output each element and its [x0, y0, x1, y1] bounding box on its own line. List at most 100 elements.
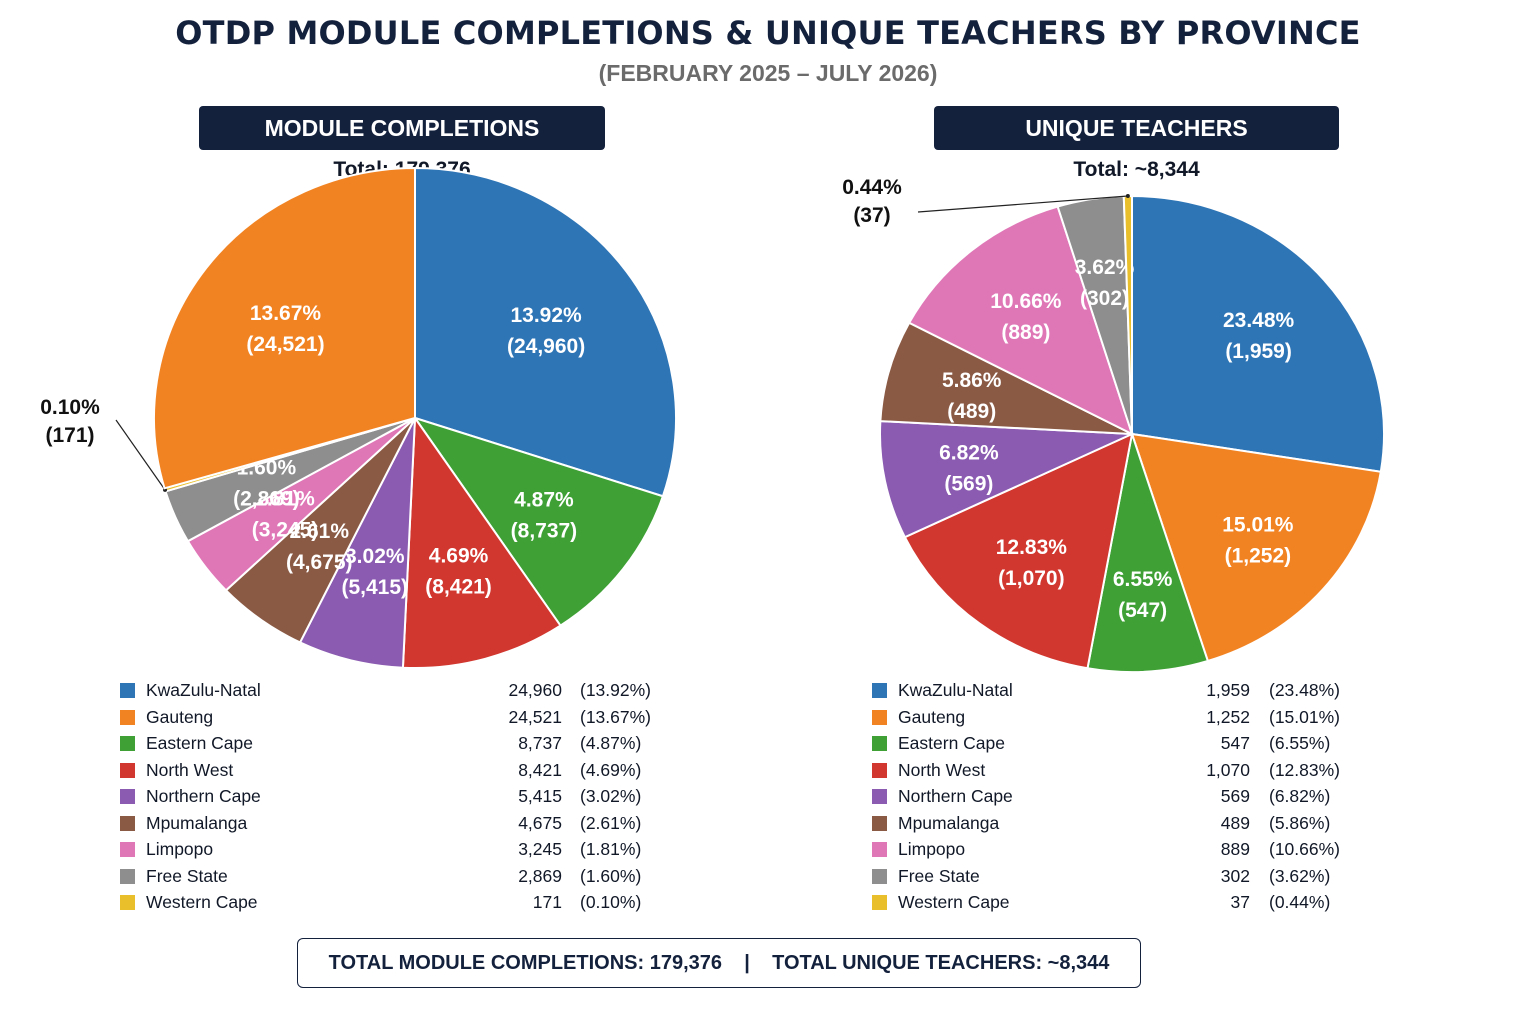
- legend-percent-eastern-cape: (4.87%): [580, 733, 642, 753]
- slice-value-label-gauteng: (24,521): [246, 333, 324, 356]
- legend-percent-gauteng: (15.01%): [1269, 706, 1341, 727]
- legend-swatch-kwazulu-natal: [872, 683, 887, 698]
- legend-percent-kwazulu-natal: (23.48%): [1269, 680, 1341, 700]
- legend-percent-gauteng: (13.67%): [580, 706, 652, 727]
- legend-value-eastern-cape: 8,737: [518, 733, 562, 753]
- legend-value-northern-cape: 5,415: [518, 786, 562, 806]
- legend-swatch-mpumalanga: [120, 815, 135, 831]
- legend-label-gauteng: Gauteng: [898, 706, 966, 727]
- slice-value-label-eastern-cape: (8,737): [511, 520, 578, 543]
- legend-swatch-north-west: [872, 762, 887, 778]
- legend-row-northern-cape: Northern Cape 5,415 (3.02%): [120, 784, 680, 811]
- legend-value-mpumalanga: 489: [1220, 812, 1250, 833]
- legend-swatch-north-west: [120, 762, 135, 778]
- legend-label-northern-cape: Northern Cape: [146, 786, 261, 806]
- legend-row-kwazulu-natal: KwaZulu-Natal 1,959 (23.48%): [872, 678, 1372, 705]
- legend-swatch-eastern-cape: [872, 736, 887, 751]
- legend-percent-northern-cape: (3.02%): [580, 786, 642, 806]
- legend-row-limpopo: Limpopo 3,245 (1.81%): [120, 837, 680, 864]
- legend-value-free-state: 2,869: [518, 865, 562, 886]
- legend-value-limpopo: 889: [1220, 839, 1250, 859]
- legend-row-north-west: North West 1,070 (12.83%): [872, 758, 1372, 785]
- legend-percent-northern-cape: (6.82%): [1269, 786, 1331, 806]
- legend-value-western-cape: 171: [532, 892, 562, 912]
- legend-label-kwazulu-natal: KwaZulu-Natal: [146, 680, 261, 700]
- legend-swatch-eastern-cape: [120, 736, 135, 751]
- legend-row-northern-cape: Northern Cape 569 (6.82%): [872, 784, 1372, 811]
- module-completions-header: MODULE COMPLETIONS: [199, 106, 605, 150]
- legend-swatch-limpopo: [120, 842, 135, 857]
- legend-row-kwazulu-natal: KwaZulu-Natal 24,960 (13.92%): [120, 678, 680, 705]
- legend-label-kwazulu-natal: KwaZulu-Natal: [898, 680, 1013, 700]
- legend-percent-mpumalanga: (2.61%): [580, 812, 642, 833]
- legend-swatch-northern-cape: [120, 789, 135, 804]
- legend-value-kwazulu-natal: 24,960: [508, 680, 562, 700]
- legend-row-gauteng: Gauteng 24,521 (13.67%): [120, 705, 680, 732]
- legend-label-limpopo: Limpopo: [898, 839, 966, 859]
- slice-value-label-limpopo: (3,245): [252, 518, 319, 541]
- legend-row-gauteng: Gauteng 1,252 (15.01%): [872, 705, 1372, 732]
- legend-label-eastern-cape: Eastern Cape: [146, 733, 254, 753]
- legend-percent-free-state: (3.62%): [1269, 865, 1331, 886]
- legend-swatch-limpopo: [872, 842, 887, 857]
- slice-percent-label-eastern-cape: 4.87%: [514, 489, 574, 512]
- legend-swatch-western-cape: [120, 895, 135, 910]
- slice-percent-label-mpumalanga: 2.61%: [289, 520, 349, 543]
- legend-value-free-state: 302: [1220, 865, 1250, 886]
- slice-percent-label-north-west: 4.69%: [429, 544, 489, 567]
- legend-row-free-state: Free State 2,869 (1.60%): [120, 864, 680, 891]
- legend-percent-kwazulu-natal: (13.92%): [580, 680, 652, 700]
- legend-swatch-gauteng: [872, 709, 887, 725]
- slice-percent-label-gauteng: 13.67%: [250, 302, 322, 325]
- legend-percent-western-cape: (0.44%): [1269, 892, 1331, 912]
- legend-label-mpumalanga: Mpumalanga: [898, 812, 1000, 833]
- legend-swatch-western-cape: [872, 895, 887, 910]
- legend-swatch-free-state: [120, 868, 135, 884]
- legend-value-kwazulu-natal: 1,959: [1206, 680, 1250, 700]
- legend-percent-free-state: (1.60%): [580, 865, 642, 886]
- legend-row-western-cape: Western Cape 171 (0.10%): [120, 890, 680, 917]
- legend-value-western-cape: 37: [1230, 892, 1250, 912]
- module-completions-legend: KwaZulu-Natal 24,960 (13.92%) Gauteng 24,521…: [120, 678, 680, 917]
- legend-label-mpumalanga: Mpumalanga: [146, 812, 248, 833]
- pie-slice-north-west: [401, 415, 562, 669]
- legend-label-free-state: Free State: [146, 865, 228, 886]
- unique-teachers-legend: KwaZulu-Natal 1,959 (23.48%) Gauteng 1,252 (1…: [872, 678, 1372, 917]
- legend-value-gauteng: 24,521: [508, 706, 562, 727]
- legend-label-free-state: Free State: [898, 865, 980, 886]
- legend-row-mpumalanga: Mpumalanga 4,675 (2.61%): [120, 811, 680, 838]
- callout-line-western-cape: [115, 419, 166, 491]
- total-teachers-text: TOTAL UNIQUE TEACHERS: ~8,344: [772, 951, 1110, 974]
- slice-value-label-northern-cape: (5,415): [342, 576, 409, 599]
- legend-row-eastern-cape: Eastern Cape 8,737 (4.87%): [120, 731, 680, 758]
- legend-label-north-west: North West: [146, 759, 234, 780]
- legend-row-free-state: Free State 302 (3.62%): [872, 864, 1372, 891]
- legend-label-western-cape: Western Cape: [146, 892, 258, 912]
- totals-separator: |: [744, 951, 750, 974]
- pie-slice-gauteng: [153, 166, 416, 490]
- legend-label-northern-cape: Northern Cape: [898, 786, 1013, 806]
- legend-row-eastern-cape: Eastern Cape 547 (6.55%): [872, 731, 1372, 758]
- legend-swatch-gauteng: [120, 709, 135, 725]
- legend-percent-western-cape: (0.10%): [580, 892, 642, 912]
- slice-percent-label-kwazulu-natal: 13.92%: [510, 304, 582, 327]
- slice-percent-label-western-cape: 0.10%: [40, 396, 100, 419]
- legend-percent-eastern-cape: (6.55%): [1269, 733, 1331, 753]
- legend-percent-north-west: (4.69%): [580, 759, 642, 780]
- slice-value-label-kwazulu-natal: (24,960): [507, 335, 585, 358]
- legend-value-north-west: 1,070: [1206, 759, 1250, 780]
- legend-label-eastern-cape: Eastern Cape: [898, 733, 1006, 753]
- legend-swatch-mpumalanga: [872, 815, 887, 831]
- totals-summary-box: TOTAL MODULE COMPLETIONS: 179,376 | TOTA…: [297, 938, 1141, 988]
- pie-slice-kwazulu-natal: [414, 166, 677, 498]
- legend-value-eastern-cape: 547: [1220, 733, 1250, 753]
- unique-teachers-header: UNIQUE TEACHERS: [934, 106, 1339, 150]
- legend-percent-north-west: (12.83%): [1269, 759, 1341, 780]
- legend-label-limpopo: Limpopo: [146, 839, 214, 859]
- legend-percent-mpumalanga: (5.86%): [1269, 812, 1331, 833]
- page-subtitle: (FEBRUARY 2025 – JULY 2026): [598, 60, 938, 86]
- legend-value-northern-cape: 569: [1220, 786, 1250, 806]
- legend-percent-limpopo: (1.81%): [580, 839, 642, 859]
- unique-teachers-total: Total: ~8,344: [1073, 158, 1200, 181]
- legend-row-western-cape: Western Cape 37 (0.44%): [872, 890, 1372, 917]
